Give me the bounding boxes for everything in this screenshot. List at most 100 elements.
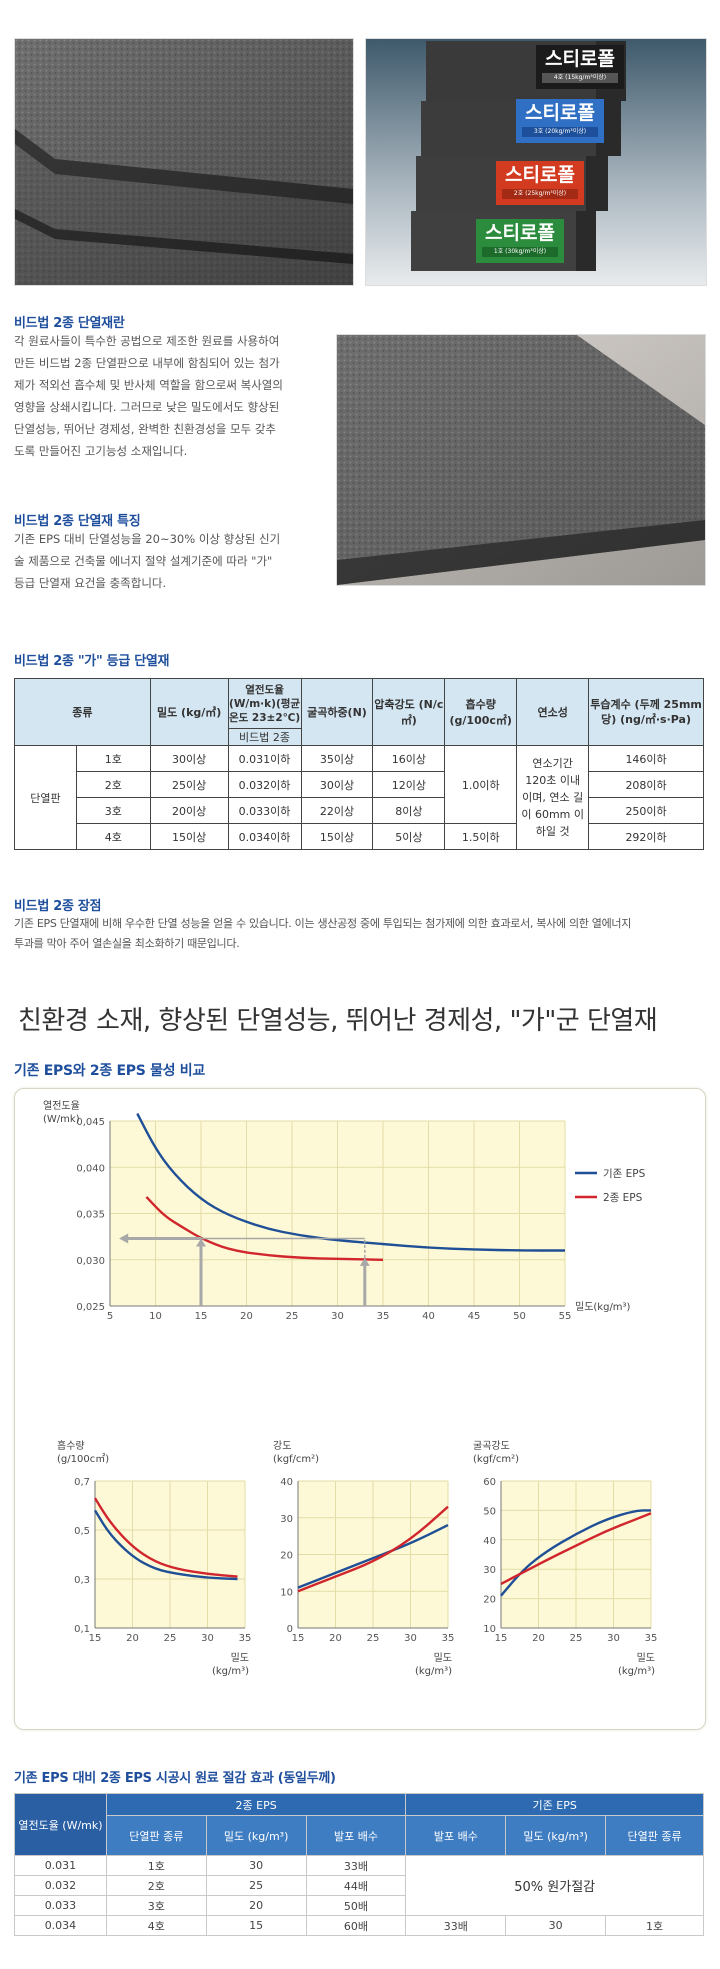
header-ratio-old: 발포 배수 xyxy=(405,1815,507,1856)
series-line xyxy=(93,1497,238,1578)
x-tick-label: 25 xyxy=(570,1633,583,1644)
header-density: 밀도 (kg/m³) xyxy=(205,1815,307,1856)
table-cell: 30이상 xyxy=(149,745,229,772)
series-line xyxy=(93,1509,238,1581)
table-cell: 1.0이하 xyxy=(444,745,518,824)
saving-note: 50% 원가절감 xyxy=(405,1855,704,1916)
y-tick-label: 0,040 xyxy=(76,1163,105,1174)
table-cell: 4호 xyxy=(105,1915,207,1936)
x-axis-title: 밀도 xyxy=(434,1652,452,1664)
table-cell: 2호 xyxy=(105,1875,207,1896)
table-cell: 0.034이하 xyxy=(227,823,302,850)
merit-paragraph: 기존 EPS 단열재에 비해 우수한 단열 성능을 얻을 수 있습니다. 이는 … xyxy=(14,917,632,950)
merit-heading: 비드법 2종 장점 xyxy=(14,899,102,914)
y-tick-label: 0,030 xyxy=(76,1256,105,1267)
x-tick-label: 25 xyxy=(164,1633,177,1644)
header-ratio: 발포 배수 xyxy=(305,1815,407,1856)
x-tick-label: 35 xyxy=(645,1633,658,1644)
header-grade-old: 단열판 종류 xyxy=(605,1815,704,1856)
table-cell: 208이하 xyxy=(588,771,704,798)
x-tick-label: 25 xyxy=(367,1633,380,1644)
x-tick-label: 30 xyxy=(331,1311,344,1322)
guide-arrow-head xyxy=(196,1238,206,1247)
table-cell: 15이상 xyxy=(149,823,229,850)
label-grade-2: 스티로폴 2호 (25kg/m³이상) xyxy=(496,161,584,205)
table-cell: 146이하 xyxy=(588,745,704,772)
table-cell: 1호 xyxy=(75,745,151,772)
header-group-new: 2종 EPS xyxy=(105,1793,407,1816)
table-cell: 3호 xyxy=(75,797,151,824)
header-group-old: 기존 EPS xyxy=(405,1793,704,1816)
y-axis-title: (g/100c㎡) xyxy=(57,1453,109,1465)
series-line xyxy=(136,1113,565,1252)
header-permeance: 투습계수 (두께 25mm당) (ng/㎡·s·Pa) xyxy=(588,678,704,746)
y-tick-label: 20 xyxy=(280,1551,293,1562)
saving-heading: 기존 EPS 대비 2종 EPS 시공시 원료 절감 효과 (동일두께) xyxy=(14,1771,336,1786)
table-cell: 50배 xyxy=(305,1895,407,1916)
y-tick-label: 0 xyxy=(287,1624,293,1635)
x-axis-title: (kg/m³) xyxy=(415,1666,452,1677)
header-bending: 굴곡하중(N) xyxy=(300,678,374,746)
feature-paragraph: 기존 EPS 대비 단열성능을 20~30% 이상 향상된 신기 술 제품으로 … xyxy=(14,532,281,590)
styrofoam-stack-photo: 스티로폴 4호 (15kg/m³이상) 스티로폴 3호 (20kg/m³이상) … xyxy=(365,38,707,286)
x-tick-label: 45 xyxy=(468,1311,481,1322)
series-line xyxy=(297,1505,449,1593)
table-cell: 0.034 xyxy=(14,1915,107,1936)
table-cell: 44배 xyxy=(305,1875,407,1896)
y-tick-label: 0,1 xyxy=(74,1624,90,1635)
header-conductivity: 열전도율 (W/mk) xyxy=(14,1793,107,1856)
table-cell: 30 xyxy=(205,1855,307,1876)
x-tick-label: 15 xyxy=(292,1633,305,1644)
x-tick-label: 50 xyxy=(513,1311,526,1322)
legend-label: 2종 EPS xyxy=(603,1192,643,1204)
y-tick-label: 0,045 xyxy=(76,1117,105,1128)
table-cell: 1호 xyxy=(105,1855,207,1876)
y-tick-label: 0,7 xyxy=(74,1477,90,1488)
x-tick-label: 35 xyxy=(377,1311,390,1322)
x-tick-label: 35 xyxy=(442,1633,455,1644)
y-axis-title: (kgf/cm²) xyxy=(273,1454,319,1465)
header-density: 밀도 (kg/㎥) xyxy=(149,678,229,746)
page-title: 친환경 소재, 향상된 단열성능, 뛰어난 경제성, "가"군 단열재 xyxy=(18,1006,658,1036)
legend-label: 기존 EPS xyxy=(603,1168,646,1180)
table-cell: 35이상 xyxy=(300,745,374,772)
y-tick-label: 0,3 xyxy=(74,1575,90,1586)
y-axis-title: 흡수량 xyxy=(57,1439,85,1452)
x-tick-label: 15 xyxy=(495,1633,508,1644)
y-tick-label: 10 xyxy=(483,1624,496,1635)
y-axis-title: 굴곡강도 xyxy=(473,1440,510,1452)
y-tick-label: 0,5 xyxy=(74,1526,90,1537)
header-conductivity: 열전도율 (W/m·k)(평균온도 23±2℃) xyxy=(227,678,302,729)
table-cell: 0.033 xyxy=(14,1895,107,1916)
eps-board-photo-right xyxy=(336,334,706,586)
table-cell: 3호 xyxy=(105,1895,207,1916)
label-grade-4: 스티로폴 4호 (15kg/m³이상) xyxy=(536,45,624,89)
y-tick-label: 10 xyxy=(280,1587,293,1598)
table-cell: 0.031이하 xyxy=(227,745,302,772)
x-axis-title: 밀도 xyxy=(637,1652,655,1664)
x-tick-label: 20 xyxy=(126,1633,139,1644)
chart-panel: 5 10 15 20 25 30 35 40 45 50 55 0,025 0,030 0,035 0,04… xyxy=(14,1088,706,1730)
table-cell: 20이상 xyxy=(149,797,229,824)
spec-heading: 비드법 2종 "가" 등급 단열재 xyxy=(14,654,170,669)
x-tick-label: 20 xyxy=(240,1311,253,1322)
header-grade: 단열판 종류 xyxy=(105,1815,207,1856)
header-combustion: 연소성 xyxy=(516,678,590,746)
y-axis-title: (kgf/cm²) xyxy=(473,1454,519,1465)
label-grade-1: 스티로폴 1호 (30kg/m³이상) xyxy=(476,219,564,263)
series-line xyxy=(500,1509,651,1597)
table-cell: 5이상 xyxy=(372,823,446,850)
guide-arrow-head xyxy=(119,1233,129,1244)
header-conductivity-sub: 비드법 2종 xyxy=(227,728,302,746)
table-cell: 16이상 xyxy=(372,745,446,772)
table-cell: 0.032이하 xyxy=(227,771,302,798)
label-grade-3: 스티로폴 3호 (20kg/m³이상) xyxy=(516,99,604,143)
property-charts: 5 10 15 20 25 30 35 40 45 50 550,0250,0300,0350,04… xyxy=(43,1100,658,1677)
table-cell: 12이상 xyxy=(372,771,446,798)
table-cell: 1.5이하 xyxy=(444,823,518,850)
intro-heading: 비드법 2종 단열재란 xyxy=(14,316,125,331)
intro-paragraph: 각 원료사들이 특수한 공법으로 제조한 원료를 사용하여 만든 비드법 2종 … xyxy=(14,334,283,458)
x-tick-label: 30 xyxy=(201,1633,214,1644)
guide-arrow-head xyxy=(359,1257,370,1266)
x-tick-label: 15 xyxy=(89,1633,102,1644)
